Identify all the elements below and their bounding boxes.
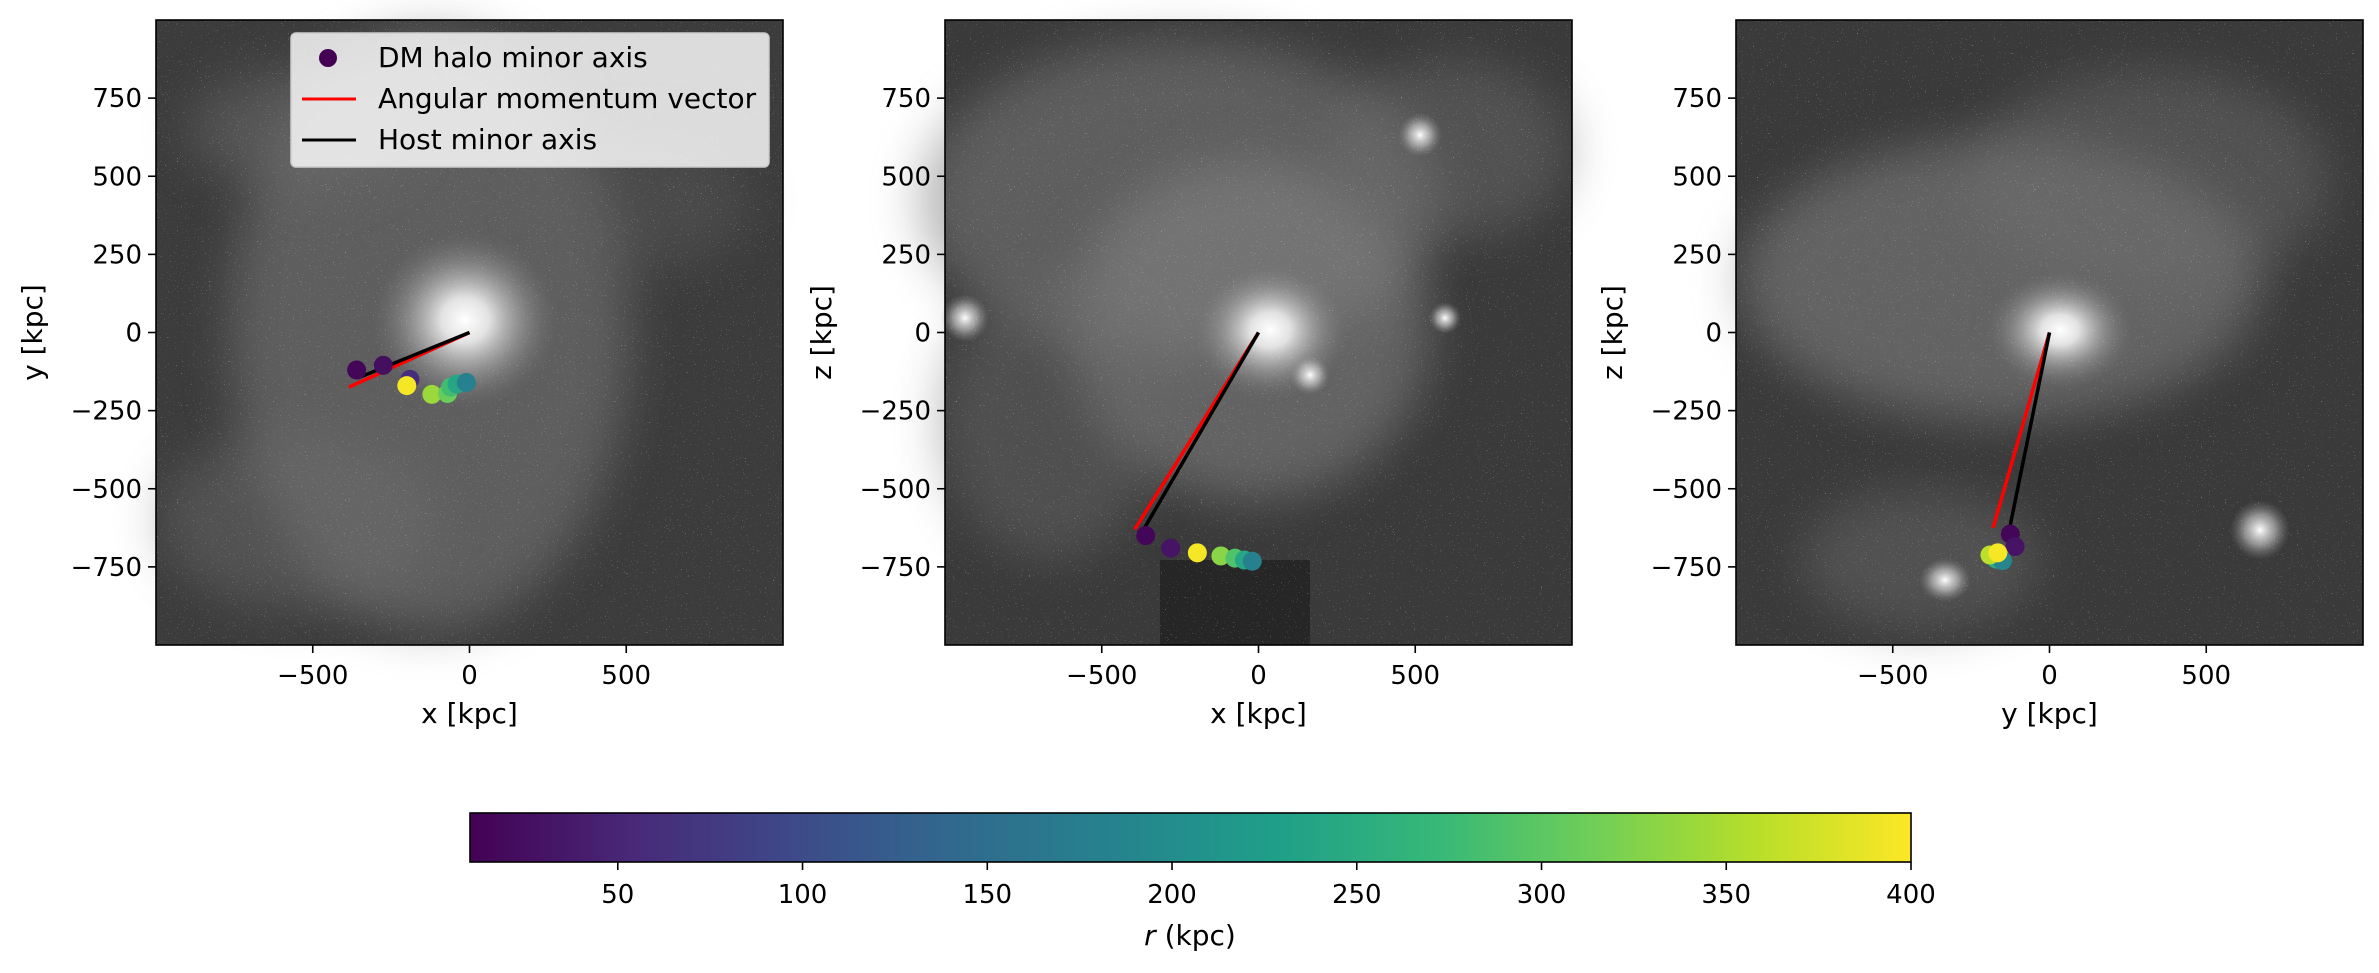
- x-axis-label: x [kpc]: [1210, 697, 1307, 730]
- y-tick-label: −500: [860, 475, 931, 505]
- y-tick-label: −500: [1651, 475, 1722, 505]
- colorbar-tick-label: 100: [778, 880, 828, 910]
- panel-yz: −500 0 500 −750 −500 −250 0 250 500 750 y [kpc] z […: [1596, 19, 2364, 730]
- colorbar-tick-label: 350: [1701, 880, 1751, 910]
- legend-box: [290, 32, 770, 168]
- x-tick-label: 0: [1250, 661, 1267, 691]
- dm-halo-minor-axis-point: [2005, 537, 2025, 557]
- colorbar-tick-label: 300: [1517, 880, 1567, 910]
- y-tick-label: 0: [914, 319, 931, 349]
- x-axis-label: y [kpc]: [2001, 697, 2098, 730]
- x-tick-label: −500: [1066, 661, 1137, 691]
- dm-halo-minor-axis-point: [1187, 543, 1207, 563]
- x-tick-label: 500: [601, 661, 651, 691]
- y-axis-label: z [kpc]: [1596, 285, 1629, 380]
- dm-halo-minor-axis-point: [373, 355, 393, 375]
- y-tick-label: −250: [1651, 397, 1722, 427]
- dm-halo-minor-axis-point: [1136, 526, 1156, 546]
- colorbar-tick-label: 200: [1147, 880, 1197, 910]
- y-tick-label: −250: [71, 397, 142, 427]
- colorbar-fill: [470, 813, 1911, 862]
- dm-halo-minor-axis-point: [456, 373, 476, 392]
- y-tick-label: 250: [92, 240, 142, 270]
- y-tick-label: 500: [1672, 162, 1722, 192]
- y-tick-label: 500: [881, 162, 931, 192]
- y-axis-label: z [kpc]: [805, 285, 838, 380]
- x-axis-label: x [kpc]: [421, 697, 518, 730]
- y-tick-label: 0: [1705, 319, 1722, 349]
- colorbar-tick-label: 150: [962, 880, 1012, 910]
- dm-halo-minor-axis-point: [347, 360, 367, 380]
- legend-label-host-minor-axis: Host minor axis: [378, 123, 597, 156]
- x-tick-label: 0: [2041, 661, 2058, 691]
- legend-marker-dm-halo: [319, 49, 337, 67]
- x-tick-label: −500: [277, 661, 348, 691]
- legend-label-dm-halo: DM halo minor axis: [378, 41, 648, 74]
- colorbar-label: r (kpc): [1144, 919, 1236, 952]
- y-tick-label: 0: [125, 319, 142, 349]
- legend-label-angular-momentum: Angular momentum vector: [378, 82, 757, 115]
- colorbar-ticks: 50 100 150 200 250 300 350 400: [601, 862, 1936, 910]
- y-tick-label: 750: [1672, 84, 1722, 114]
- angular-momentum-line: [1991, 332, 2052, 529]
- colorbar-tick-label: 250: [1332, 880, 1382, 910]
- colorbar-tick-label: 400: [1886, 880, 1936, 910]
- y-tick-label: −250: [860, 397, 931, 427]
- y-tick-label: 500: [92, 162, 142, 192]
- density-map: [920, 20, 1572, 645]
- x-tick-label: −500: [1857, 661, 1928, 691]
- y-tick-label: 750: [92, 84, 142, 114]
- y-tick-label: 250: [1672, 240, 1722, 270]
- dm-halo-minor-axis-point: [1988, 543, 2008, 563]
- colorbar: 50 100 150 200 250 300 350 400 r (kpc): [469, 812, 1936, 952]
- y-tick-label: 250: [881, 240, 931, 270]
- legend: DM halo minor axis Angular momentum vect…: [290, 32, 770, 168]
- y-tick-label: −750: [1651, 553, 1722, 583]
- dm-halo-minor-axis-point: [397, 376, 417, 396]
- y-tick-label: 750: [881, 84, 931, 114]
- x-tick-label: 500: [1390, 661, 1440, 691]
- x-tick-label: 500: [2181, 661, 2231, 691]
- y-tick-label: −750: [71, 553, 142, 583]
- y-axis-label: y [kpc]: [16, 284, 49, 381]
- host-minor-axis-line: [1139, 331, 1261, 535]
- y-tick-label: −500: [71, 475, 142, 505]
- x-tick-label: 0: [461, 661, 478, 691]
- y-tick-label: −750: [860, 553, 931, 583]
- host-minor-axis-line: [2005, 332, 2052, 541]
- dm-halo-minor-axis-point: [422, 384, 442, 404]
- dm-halo-minor-axis-point: [1211, 546, 1231, 566]
- colorbar-tick-label: 50: [601, 880, 634, 910]
- panel-xz: −500 0 500 −750 −500 −250 0 250 500 750 x [kpc] z […: [805, 19, 1573, 730]
- dm-halo-minor-axis-point: [1161, 538, 1181, 558]
- colorbar-frame: [469, 812, 1912, 863]
- dm-halo-minor-axis-point: [1242, 551, 1262, 571]
